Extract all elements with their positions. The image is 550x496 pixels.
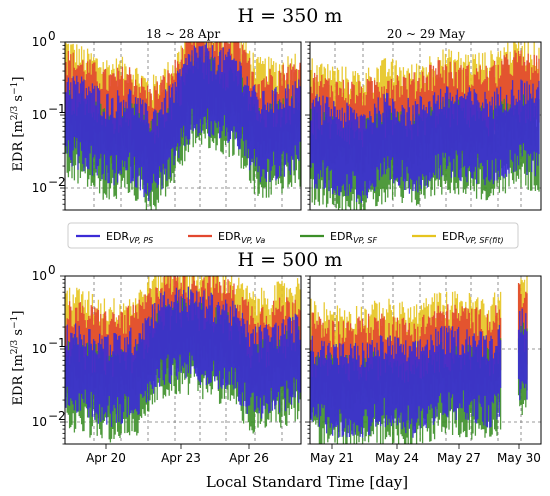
x-tick-label: Apr 23 xyxy=(161,451,201,465)
panel-h350-may xyxy=(305,41,542,211)
x-tick-label: May 27 xyxy=(437,451,481,465)
x-tick-label: May 24 xyxy=(375,451,419,465)
x-tick-label: Apr 26 xyxy=(229,451,269,465)
y-axis-label-bottom-text: EDR [m2/3 s−1] xyxy=(10,311,26,406)
series-EDRVP,PS xyxy=(310,308,528,438)
y-tick-label-exponent: −1 xyxy=(48,336,66,350)
panel-h500-may: May 21 May 24 May 27 May 30 xyxy=(305,275,542,465)
series-EDRVP,PS xyxy=(65,287,301,427)
legend-label: EDRVP, PS xyxy=(106,230,153,245)
y-tick-label: 10 xyxy=(32,108,47,122)
y-tick-label-exponent: −2 xyxy=(48,409,66,423)
series-group xyxy=(65,276,301,443)
x-axis-label: Local Standard Time [day] xyxy=(206,473,408,491)
row-title-350: H = 350 m xyxy=(238,5,343,27)
series-EDRVP,PS xyxy=(310,79,540,203)
legend-label: EDRVP, SF(fit) xyxy=(442,230,504,245)
y-axis-label-top-text: EDR [m2/3 s−1] xyxy=(10,77,26,172)
series-group xyxy=(310,42,540,210)
y-tick-label-exponent: 0 xyxy=(48,29,56,43)
y-tick-label: 10 xyxy=(32,35,47,49)
legend-label: EDRVP, Va xyxy=(218,230,265,245)
y-tick-label: 10 xyxy=(32,269,47,283)
y-tick-label-exponent: 0 xyxy=(48,263,56,277)
legend: EDRVP, PS EDRVP, Va EDRVP, SF EDRVP, SF(fit… xyxy=(67,222,519,249)
y-tick-label-exponent: −1 xyxy=(48,102,66,116)
y-tick-label: 10 xyxy=(32,181,47,195)
series-EDRVP,PS xyxy=(65,42,301,202)
y-axis-label-top: EDR [m2/3 s−1] xyxy=(10,77,26,172)
row-title-500: H = 500 m xyxy=(238,249,343,271)
panel-title-apr: 18 ~ 28 Apr xyxy=(146,27,220,41)
legend-frame xyxy=(67,222,519,249)
series-group xyxy=(310,276,528,444)
x-tick-label: May 21 xyxy=(310,451,354,465)
panel-title-may: 20 ~ 29 May xyxy=(387,27,465,41)
series-group xyxy=(65,42,301,210)
y-tick-label: 10 xyxy=(32,415,47,429)
x-tick-label: Apr 20 xyxy=(86,451,126,465)
x-tick-label: May 30 xyxy=(497,451,541,465)
legend-label: EDRVP, SF xyxy=(330,230,377,245)
y-tick-label-exponent: −2 xyxy=(48,175,66,189)
y-tick-label: 10 xyxy=(32,342,47,356)
y-axis-label-bottom: EDR [m2/3 s−1] xyxy=(10,311,26,406)
